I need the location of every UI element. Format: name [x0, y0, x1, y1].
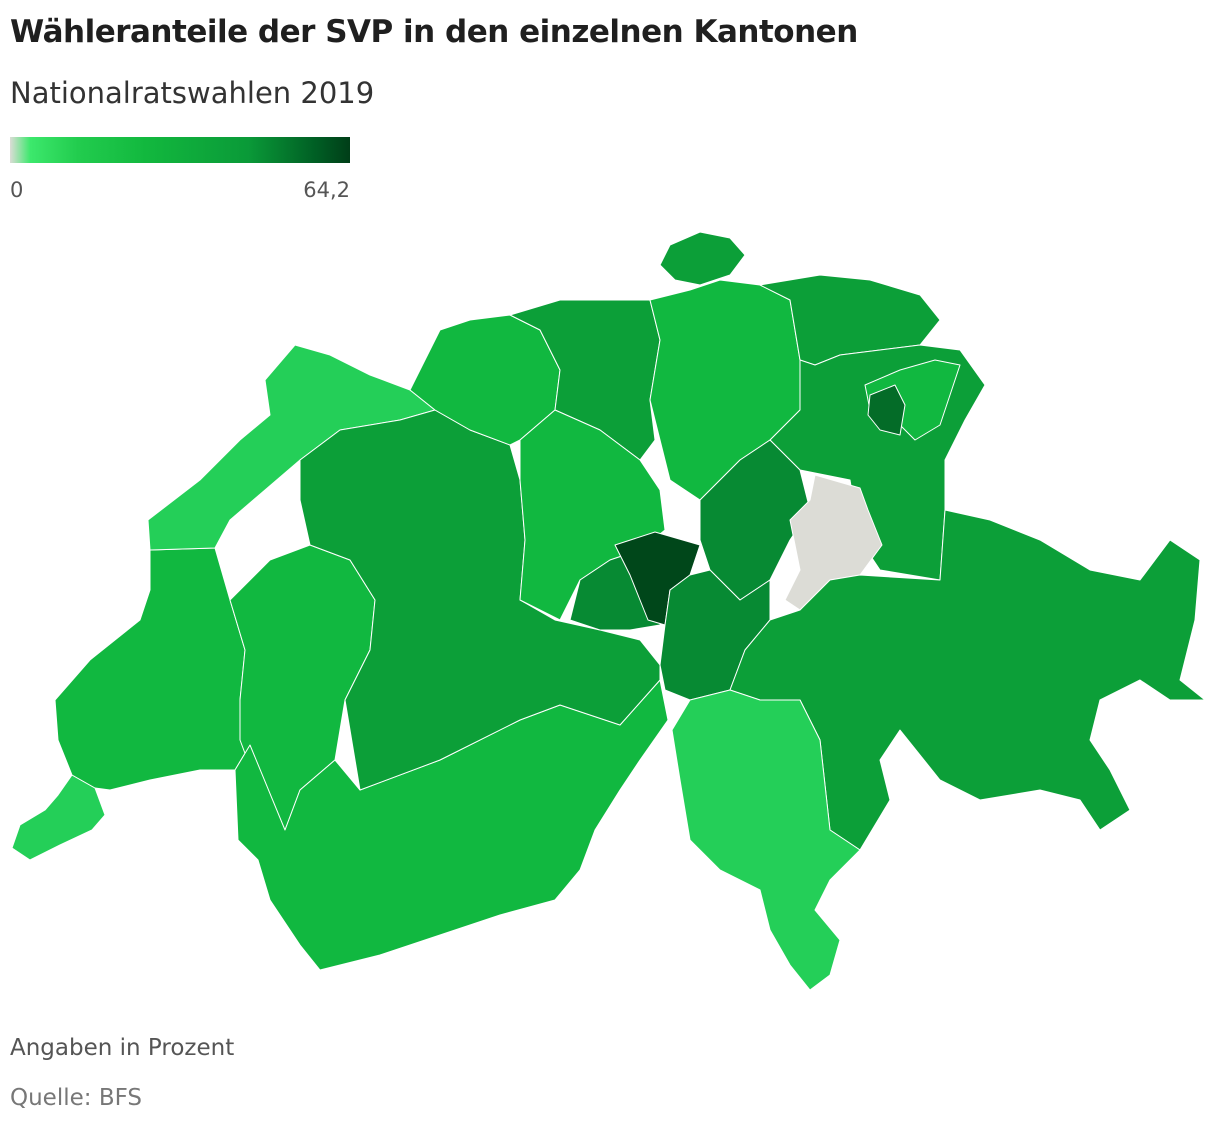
chart-subtitle: Nationalratswahlen 2019 — [10, 76, 375, 110]
canton-valais[interactable] — [234, 679, 669, 971]
canton-schwyz[interactable] — [699, 439, 811, 601]
unit-note: Angaben in Prozent — [10, 1035, 235, 1061]
legend-max-label: 64,2 — [303, 178, 350, 202]
canton-neuchatel-jura[interactable] — [147, 344, 436, 551]
canton-appenzell-innerrhoden[interactable] — [867, 384, 906, 436]
legend-min-label: 0 — [10, 178, 24, 202]
color-legend-bar — [10, 137, 350, 163]
canton-graubuenden[interactable] — [729, 509, 1206, 851]
canton-aargau[interactable] — [509, 299, 661, 461]
canton-geneva[interactable] — [11, 774, 106, 861]
chart-title: Wähleranteile der SVP in den einzelnen K… — [10, 14, 858, 50]
source-note: Quelle: BFS — [10, 1085, 143, 1111]
switzerland-canton-map — [11, 231, 1206, 991]
canton-ticino[interactable] — [671, 689, 861, 991]
canton-schaffhausen[interactable] — [659, 231, 746, 286]
canton-vaud[interactable] — [54, 547, 251, 791]
